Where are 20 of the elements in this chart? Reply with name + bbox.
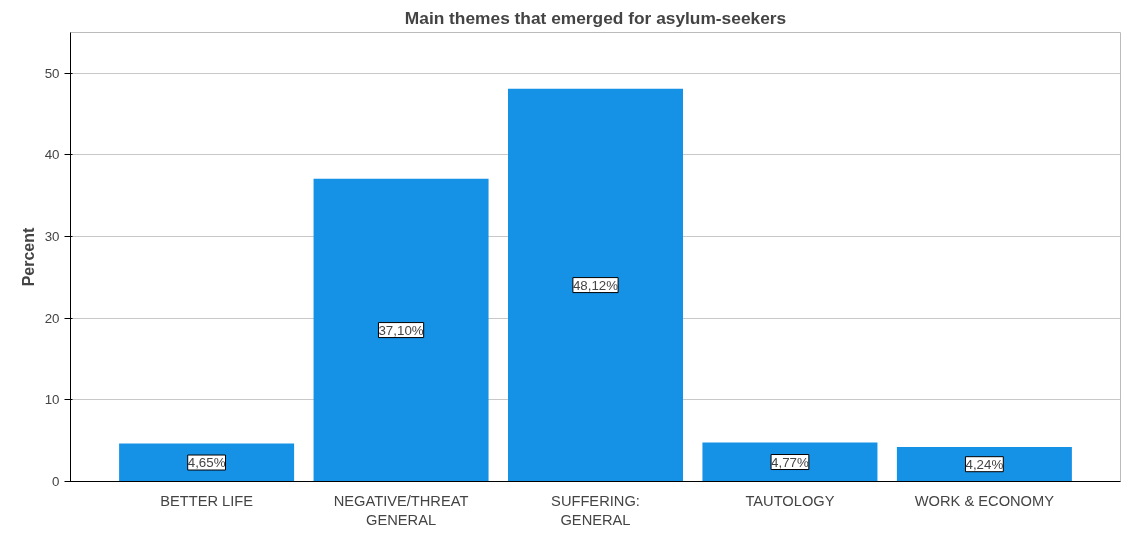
x-tick-label: WORK & ECONOMY xyxy=(914,492,1055,509)
x-tick-label: TAUTOLOGY xyxy=(745,492,835,509)
bar xyxy=(896,446,1072,482)
bar xyxy=(313,178,489,482)
x-tick-label: SUFFERING: GENERAL xyxy=(551,492,640,528)
y-tick-label: 20 xyxy=(44,310,60,326)
bar xyxy=(119,443,295,482)
x-tick-label: NEGATIVE/THREAT GENERAL xyxy=(333,492,469,528)
data-label: 37,10% xyxy=(378,322,424,338)
x-tick-label: BETTER LIFE xyxy=(160,492,254,509)
y-tick-label: 50 xyxy=(44,65,60,81)
y-tick-label: 0 xyxy=(52,474,60,489)
y-tick-label: 10 xyxy=(44,392,60,408)
y-tick-label: 30 xyxy=(44,229,60,245)
data-label: 4,65% xyxy=(187,455,226,471)
bar xyxy=(702,442,878,482)
y-tick-label: 40 xyxy=(44,147,60,163)
y-axis-title: Percent xyxy=(19,226,37,287)
chart-title: Main themes that emerged for asylum-seekers xyxy=(404,7,787,28)
bar xyxy=(508,88,683,482)
